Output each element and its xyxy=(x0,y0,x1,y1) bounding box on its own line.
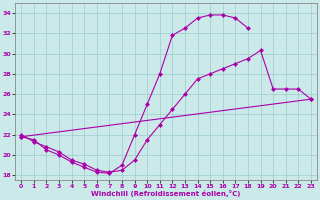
X-axis label: Windchill (Refroidissement éolien,°C): Windchill (Refroidissement éolien,°C) xyxy=(92,190,241,197)
